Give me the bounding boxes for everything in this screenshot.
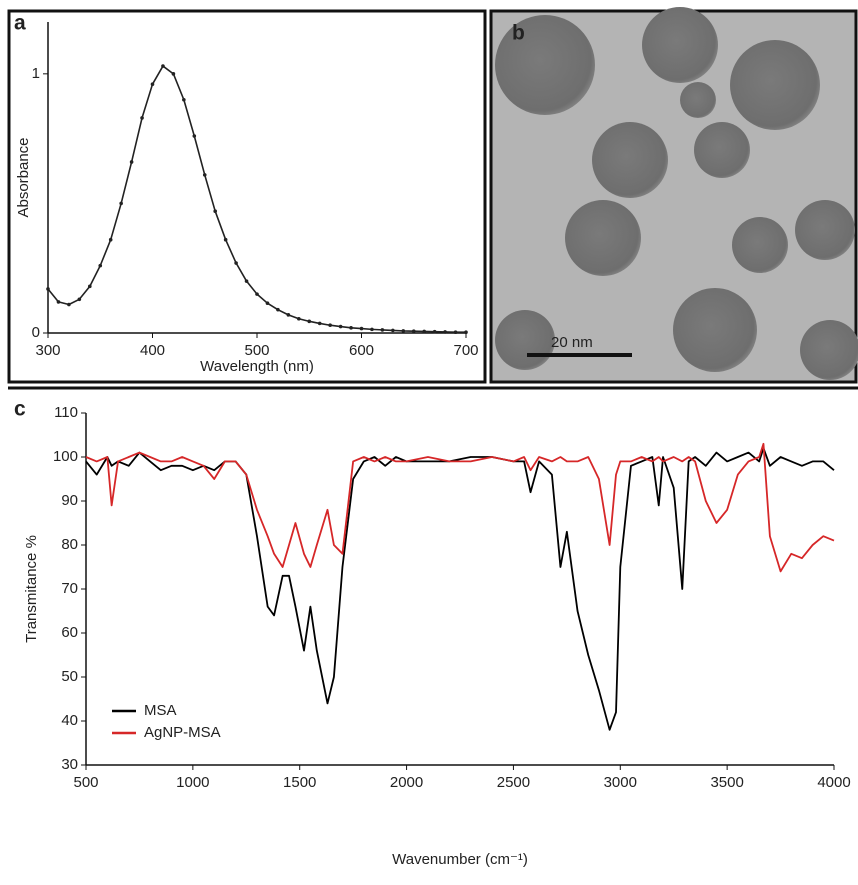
y-tick-label: 40 [61,712,78,729]
data-point [349,326,353,330]
data-point [286,313,291,317]
data-point [244,279,249,283]
y-tick-label: 0 [32,324,40,341]
data-point [129,160,134,164]
data-point [202,173,207,177]
legend-label: MSA [144,702,177,719]
data-point [108,237,113,242]
data-point [171,72,176,76]
y-tick-label: 80 [61,536,78,553]
series-line [85,447,835,731]
data-point [432,329,437,334]
data-point [422,329,427,334]
data-point [255,292,259,296]
x-tick-label: 4000 [817,774,850,791]
x-axis-label: Wavenumber (cm⁻¹) [392,851,528,868]
data-point [98,263,103,268]
y-tick-label: 90 [61,492,78,509]
panel-label: b [512,22,525,45]
data-point [464,330,468,335]
data-point [67,302,71,307]
series-line [85,442,835,573]
data-point [443,330,447,334]
x-tick-label: 3000 [604,774,637,791]
x-tick-label: 700 [453,342,478,359]
data-point [401,329,406,333]
x-tick-label: 1500 [283,774,316,791]
data-point [370,327,374,332]
data-point [77,297,82,302]
x-tick-label: 2000 [390,774,423,791]
series-line [47,65,466,334]
data-point [338,324,343,329]
data-point [411,329,416,333]
data-point [297,316,301,321]
y-tick-label: 110 [54,404,78,421]
tem-image [495,7,858,380]
data-point [161,64,165,68]
panel-label: a [14,12,26,35]
data-point [328,323,332,328]
data-point [192,134,197,138]
y-axis-label: Transmitance % [23,535,40,643]
y-tick-label: 30 [61,756,78,773]
x-tick-label: 300 [35,342,60,359]
data-point [140,116,144,120]
data-point [391,328,395,333]
data-point [453,330,458,335]
data-point [234,261,238,265]
scale-bar-label: 20 nm [551,334,593,351]
x-tick-label: 600 [349,342,374,359]
y-tick-label: 60 [61,624,78,641]
data-point [46,287,50,291]
panel-a-frame [7,9,487,384]
data-point [119,201,123,206]
data-point [317,321,322,326]
x-axis-label: Wavelength (nm) [200,358,314,375]
data-point [276,307,280,312]
data-point [150,82,155,86]
y-tick-label: 70 [61,580,78,597]
data-point [223,237,228,242]
x-tick-label: 3500 [710,774,743,791]
y-tick-label: 100 [53,448,78,465]
data-point [307,319,312,324]
data-point [182,97,186,102]
x-tick-label: 400 [140,342,165,359]
data-point [56,300,61,304]
legend-label: AgNP-MSA [144,724,221,741]
x-tick-label: 500 [73,774,98,791]
data-point [359,326,364,331]
y-tick-label: 50 [61,668,78,685]
data-point [380,328,385,332]
data-point [88,284,92,289]
data-point [265,301,270,305]
x-tick-label: 1000 [176,774,209,791]
y-tick-label: 1 [32,65,40,82]
y-axis-label: Absorbance [15,137,32,217]
x-tick-label: 2500 [497,774,530,791]
panel-label: c [14,398,26,421]
x-tick-label: 500 [244,342,269,359]
data-point [213,209,217,213]
